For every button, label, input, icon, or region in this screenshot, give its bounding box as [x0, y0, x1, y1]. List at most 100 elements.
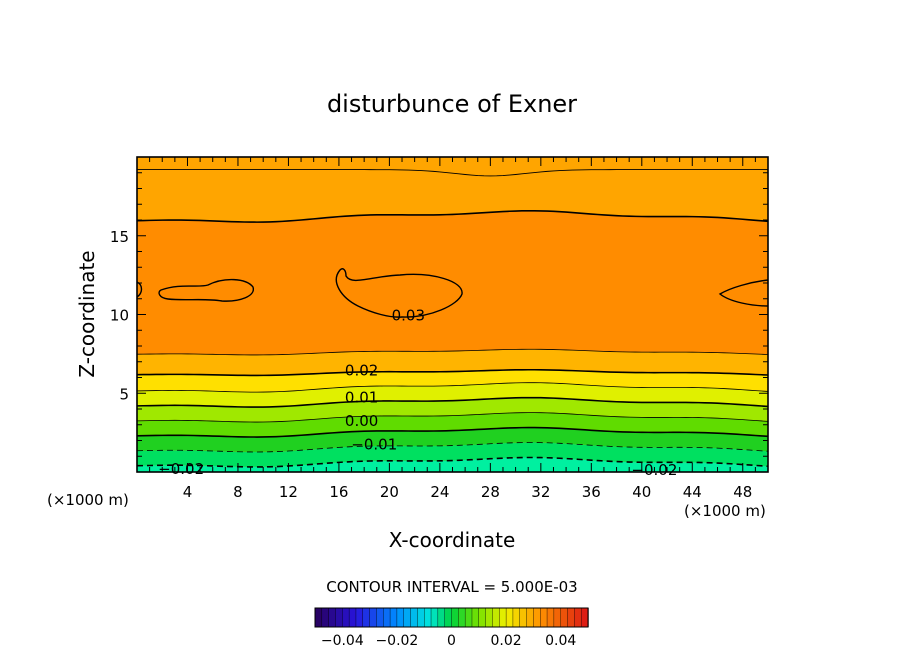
contour-label: 0.01 — [345, 388, 378, 406]
x-tick-labels: 4 8 12 16 20 24 28 32 36 40 44 48 — [183, 483, 753, 501]
contour-band — [137, 427, 768, 452]
colorbar-frame — [314, 607, 589, 628]
colorbar-cell — [417, 607, 425, 628]
y-tick-labels: 5 10 15 — [110, 228, 129, 404]
contour-label: 0.03 — [392, 307, 425, 325]
x-tick-label: 44 — [683, 483, 702, 501]
colorbar-cell — [533, 607, 541, 628]
closed-contour-center — [335, 268, 463, 318]
contour-lines — [137, 169, 768, 496]
closed-contours-003 — [137, 268, 768, 318]
y-tick-label: 5 — [119, 385, 129, 403]
contour-labels: −0.02−0.010.000.010.020.03−0.02 — [158, 307, 677, 479]
colorbar-cell — [314, 607, 323, 628]
x-unit-label: (×1000 m) — [684, 502, 766, 520]
colorbar-cell — [342, 607, 350, 628]
colorbar-cell — [505, 607, 514, 628]
colorbar-cell — [567, 607, 576, 628]
y-tick-label: 15 — [110, 228, 129, 246]
x-tick-label: 32 — [531, 483, 550, 501]
x-tick-label: 24 — [430, 483, 449, 501]
contour-label: −0.01 — [351, 436, 397, 454]
colorbar-cell — [546, 607, 555, 628]
contour-line — [137, 209, 768, 223]
contour-line — [137, 396, 768, 408]
contour-band — [137, 457, 768, 472]
colorbar-cell — [355, 607, 364, 628]
x-tick-label: 16 — [329, 483, 348, 501]
colorbar-cell — [458, 607, 466, 628]
contour-interval-text: CONTOUR INTERVAL = 5.000E-03 — [326, 578, 577, 596]
contour-band — [137, 157, 768, 223]
colorbar-tick-label: 0 — [447, 633, 456, 649]
y-axis-label: Z-coordinate — [75, 250, 99, 377]
colorbar-cell — [348, 607, 357, 628]
colorbar-tick-label: 0.02 — [491, 633, 522, 649]
x-tick-label: 40 — [632, 483, 651, 501]
contour-line — [137, 456, 768, 468]
x-tick-label: 28 — [481, 483, 500, 501]
x-axis-label: X-coordinate — [389, 528, 516, 552]
colorbar-cell — [362, 607, 371, 628]
contour-band — [137, 397, 768, 423]
colorbar-cell — [499, 607, 507, 628]
colorbar-cell — [396, 607, 405, 628]
colorbar-tick-label: −0.02 — [375, 633, 418, 649]
colorbar-tick-labels: −0.04 −0.02 0 0.02 0.04 — [321, 633, 577, 649]
colorbar-cell — [437, 607, 446, 628]
colorbar-cell — [526, 607, 535, 628]
z-unit-label: (×1000 m) — [47, 491, 129, 509]
colorbar-cell — [335, 607, 344, 628]
colorbar-tick-label: 0.04 — [545, 633, 576, 649]
colorbar-cell — [321, 607, 330, 628]
contour-line — [137, 348, 768, 356]
contour-label: 0.02 — [345, 362, 378, 380]
colorbar-cell — [328, 607, 337, 628]
colorbar-cell — [464, 607, 473, 628]
colorbar-cell — [430, 607, 439, 628]
colorbar-tick-label: −0.04 — [321, 633, 364, 649]
x-tick-label: 36 — [582, 483, 601, 501]
colorbar-cell — [560, 607, 569, 628]
colorbar-cell — [471, 607, 480, 628]
colorbar-cell — [540, 607, 548, 628]
colorbar-cell — [485, 607, 494, 628]
closed-contour-right-edge — [718, 279, 768, 307]
x-tick-label: 12 — [279, 483, 298, 501]
colorbar-cell — [451, 607, 460, 628]
contour-line — [137, 382, 768, 393]
colorbar-cell — [383, 607, 391, 628]
colorbar-cell — [403, 607, 412, 628]
colorbar-cell — [580, 607, 589, 628]
plot-area: −0.02−0.010.000.010.020.03−0.02 — [136, 156, 769, 496]
colorbar-cell — [369, 607, 378, 628]
y-tick-label: 10 — [110, 307, 129, 325]
chart-title: disturbunce of Exner — [327, 90, 577, 118]
colorbar-cell — [512, 607, 521, 628]
contour-label: −0.02 — [158, 460, 204, 478]
x-tick-label: 20 — [380, 483, 399, 501]
contour-band — [137, 349, 768, 376]
colorbar-cell — [389, 607, 398, 628]
colorbar — [314, 607, 589, 628]
colorbar-cell — [553, 607, 562, 628]
contour-label: 0.00 — [345, 412, 378, 430]
colorbar-cell — [444, 607, 453, 628]
colorbar-cell — [410, 607, 419, 628]
axis-tick-marks — [137, 157, 768, 472]
colorbar-cell — [492, 607, 500, 628]
contour-line — [137, 442, 768, 453]
colorbar-cell — [574, 607, 582, 628]
colorbar-cell — [519, 607, 528, 628]
colorbar-cell — [478, 607, 487, 628]
colorbar-cell — [424, 607, 432, 628]
x-tick-label: 8 — [233, 483, 243, 501]
contour-line — [137, 487, 768, 496]
x-tick-label: 48 — [733, 483, 752, 501]
colorbar-cell — [376, 607, 384, 628]
contour-line — [137, 169, 768, 177]
contour-line — [137, 426, 768, 438]
closed-contour-left — [158, 278, 254, 302]
x-tick-label: 4 — [183, 483, 193, 501]
